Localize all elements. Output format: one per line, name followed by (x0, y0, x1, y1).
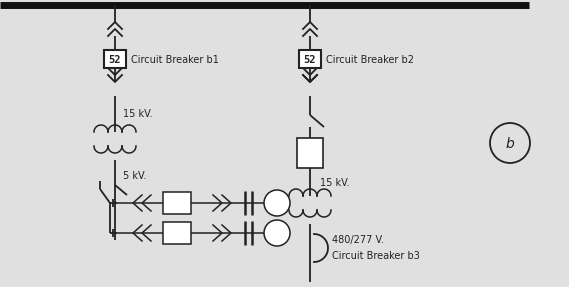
Bar (299, 50, 321, 68)
Text: 52: 52 (109, 55, 121, 65)
Text: 15 kV.: 15 kV. (123, 109, 152, 119)
Text: Circuit Breaker b2: Circuit Breaker b2 (326, 55, 414, 65)
Bar (297, 138, 323, 168)
Text: Circuit Breaker b3: Circuit Breaker b3 (332, 251, 420, 261)
Circle shape (264, 220, 290, 246)
Text: 52: 52 (304, 55, 316, 65)
Bar (163, 222, 191, 244)
Text: b: b (506, 137, 514, 151)
Text: 15 kV.: 15 kV. (320, 178, 349, 188)
Circle shape (490, 123, 530, 163)
Bar (104, 50, 126, 68)
Text: 480/277 V.: 480/277 V. (332, 235, 384, 245)
Bar (163, 192, 191, 214)
Text: 5 kV.: 5 kV. (123, 171, 146, 181)
Text: Circuit Breaker b1: Circuit Breaker b1 (131, 55, 219, 65)
Circle shape (264, 190, 290, 216)
